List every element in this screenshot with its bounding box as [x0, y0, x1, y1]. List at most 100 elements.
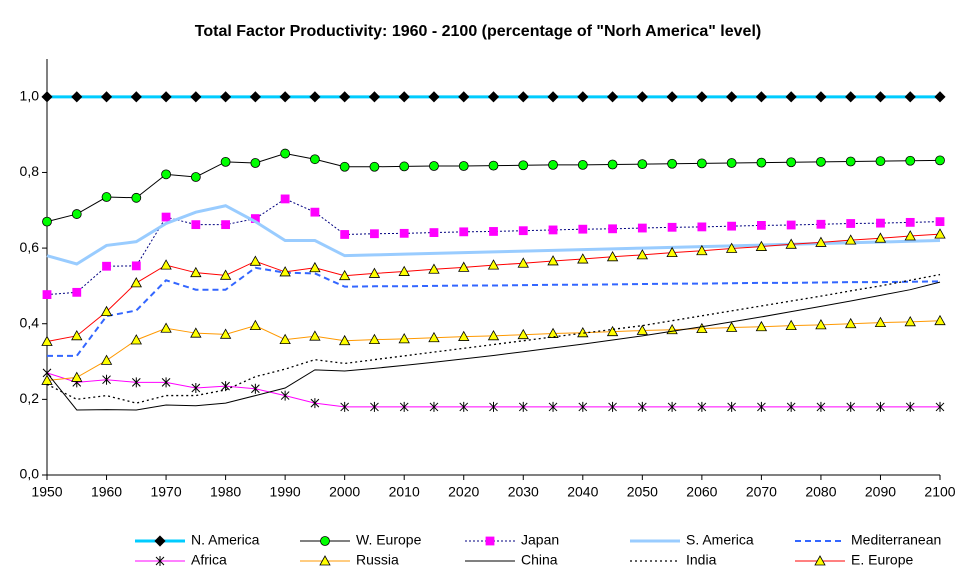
y-tick-label: 0,6: [20, 239, 40, 255]
y-tick-label: 1,0: [20, 88, 40, 104]
data-point: [696, 91, 708, 103]
data-point: [130, 334, 142, 345]
data-point: [816, 156, 826, 167]
chart-title: Total Factor Productivity: 1960 - 2100 (…: [195, 23, 761, 40]
data-point: [250, 158, 261, 168]
data-point: [279, 266, 291, 277]
data-point: [190, 327, 202, 338]
data-point: [190, 266, 202, 278]
data-point: [399, 161, 410, 172]
data-point: [905, 217, 915, 227]
data-point: [309, 91, 321, 103]
data-point: [280, 390, 290, 401]
data-point: [339, 161, 350, 172]
data-point: [606, 325, 619, 337]
data-point: [221, 220, 231, 230]
data-point: [251, 383, 260, 394]
data-point: [548, 159, 558, 170]
data-point: [310, 398, 320, 409]
data-point: [517, 257, 529, 268]
data-point: [876, 401, 885, 412]
data-point: [755, 91, 767, 103]
data-point: [934, 91, 946, 103]
data-point: [726, 158, 737, 168]
data-point: [458, 261, 470, 272]
data-point: [249, 255, 262, 266]
data-point: [100, 354, 113, 365]
data-point: [606, 250, 619, 262]
data-point: [309, 154, 320, 165]
y-tick-label: 0,4: [20, 314, 40, 330]
data-point: [756, 157, 767, 168]
legend-label: E. Europe: [851, 552, 913, 568]
data-point: [100, 305, 113, 317]
legend-label: Japan: [521, 532, 559, 548]
data-point: [548, 225, 558, 235]
data-point: [220, 156, 231, 167]
data-point: [131, 261, 141, 271]
data-point: [130, 277, 142, 288]
legend-label: S. America: [686, 532, 754, 548]
data-point: [666, 246, 678, 258]
legend-label: Africa: [191, 552, 227, 568]
data-point: [904, 230, 916, 241]
data-point: [697, 222, 707, 232]
x-tick-label: 1990: [270, 484, 301, 500]
data-point: [368, 91, 380, 103]
data-point: [220, 91, 232, 103]
data-point: [726, 91, 738, 103]
data-point: [608, 224, 617, 234]
data-point: [71, 330, 83, 341]
data-point: [785, 238, 797, 249]
data-point: [280, 148, 291, 159]
data-point: [309, 261, 321, 273]
data-point: [459, 227, 469, 237]
data-point: [71, 209, 82, 219]
data-point: [548, 401, 558, 412]
data-point: [340, 401, 350, 412]
data-point: [160, 322, 172, 333]
data-point: [785, 91, 797, 103]
data-point: [697, 401, 707, 412]
x-tick-label: 2010: [389, 484, 420, 500]
data-point: [368, 333, 381, 345]
data-point: [786, 401, 796, 412]
data-point: [429, 228, 439, 237]
data-point: [755, 240, 768, 251]
data-point: [489, 401, 498, 412]
data-point: [369, 161, 380, 172]
data-point: [338, 269, 351, 281]
data-point: [102, 374, 111, 385]
data-point: [399, 228, 409, 238]
data-point: [72, 287, 82, 297]
data-point: [160, 259, 172, 270]
data-point: [518, 226, 528, 236]
data-point: [191, 220, 201, 230]
data-point: [785, 319, 797, 331]
series-line: [46, 372, 940, 408]
data-point: [309, 330, 321, 341]
data-point: [637, 159, 648, 170]
data-point: [905, 401, 915, 412]
data-point: [399, 401, 409, 412]
data-point: [875, 156, 886, 167]
x-tick-label: 2060: [686, 484, 717, 500]
data-point: [100, 91, 113, 103]
data-point: [845, 234, 857, 245]
data-point: [935, 401, 945, 412]
data-point: [160, 91, 172, 103]
legend-marker: [319, 555, 331, 566]
data-point: [578, 401, 588, 412]
data-point: [607, 91, 619, 103]
data-point: [816, 401, 826, 412]
data-point: [696, 322, 708, 334]
data-point: [905, 155, 916, 166]
data-point: [637, 401, 647, 412]
data-point: [339, 91, 351, 103]
data-point: [577, 326, 589, 338]
data-point: [161, 169, 171, 180]
y-tick-label: 0,2: [20, 390, 40, 406]
data-point: [458, 161, 469, 171]
data-point: [757, 220, 766, 230]
